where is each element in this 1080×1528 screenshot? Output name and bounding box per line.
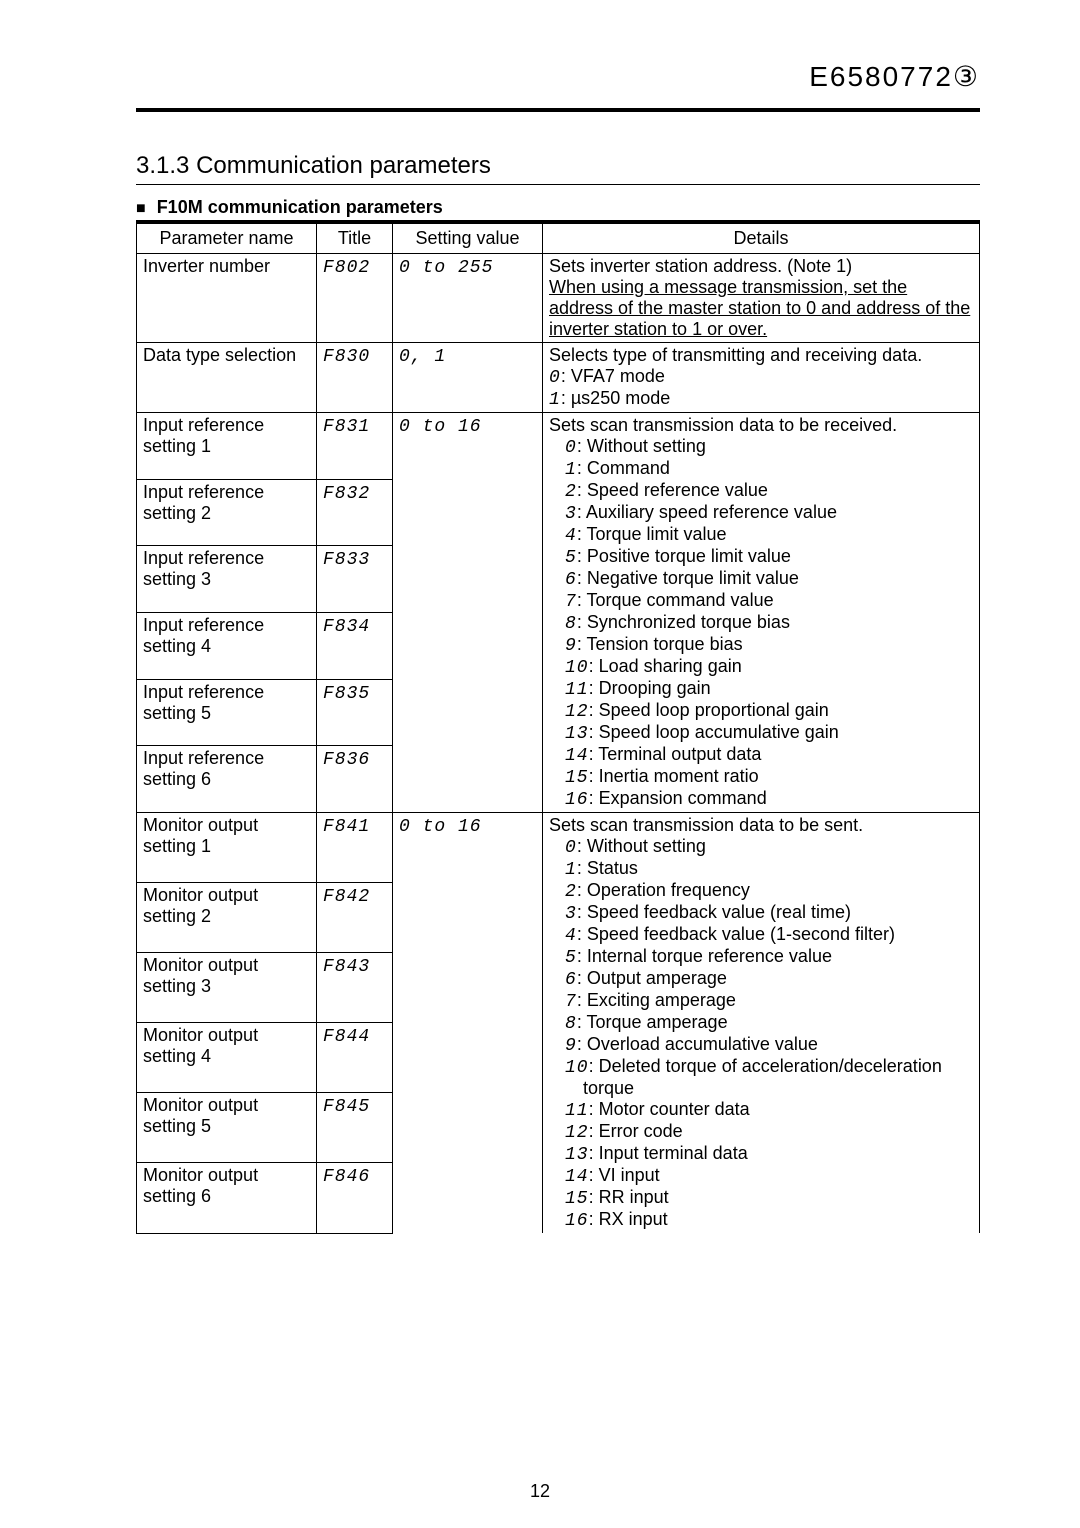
cell-title: F841 [317, 813, 393, 883]
detail-code-line: 6: Output amperage [549, 968, 973, 990]
col-parameter-name: Parameter name [137, 224, 317, 254]
section-number: 3.1.3 [136, 152, 189, 179]
col-setting-value: Setting value [393, 224, 543, 254]
cell-setting-value: 0 to 16 [393, 813, 543, 1234]
detail-code-line: 0: Without setting [549, 836, 973, 858]
cell-details: Sets scan transmission data to be sent.0… [543, 813, 980, 1234]
detail-text: When using a message transmission, set t… [549, 277, 973, 340]
table-header-row: Parameter name Title Setting value Detai… [137, 224, 980, 254]
cell-details: Sets scan transmission data to be receiv… [543, 413, 980, 813]
cell-details: Sets inverter station address. (Note 1)W… [543, 254, 980, 343]
detail-text: Sets inverter station address. (Note 1) [549, 256, 973, 277]
cell-parameter-name: Input reference setting 3 [137, 546, 317, 613]
cell-parameter-name: Input reference setting 1 [137, 413, 317, 480]
detail-code-line: 5: Positive torque limit value [549, 546, 973, 568]
detail-code-line: 11: Drooping gain [549, 678, 973, 700]
detail-text: Selects type of transmitting and receivi… [549, 345, 973, 366]
detail-code-line: 12: Error code [549, 1121, 973, 1143]
cell-parameter-name: Monitor output setting 4 [137, 1023, 317, 1093]
col-details: Details [543, 224, 980, 254]
detail-code-line: 9: Overload accumulative value [549, 1034, 973, 1056]
cell-parameter-name: Monitor output setting 3 [137, 953, 317, 1023]
detail-code-line: 0: VFA7 mode [549, 366, 973, 388]
cell-title: F836 [317, 746, 393, 813]
detail-code-line: 13: Input terminal data [549, 1143, 973, 1165]
cell-title: F843 [317, 953, 393, 1023]
col-title: Title [317, 224, 393, 254]
detail-code-line: 8: Synchronized torque bias [549, 612, 973, 634]
detail-code-line: 16: RX input [549, 1209, 973, 1231]
detail-code-line: 2: Speed reference value [549, 480, 973, 502]
cell-parameter-name: Monitor output setting 5 [137, 1093, 317, 1163]
parameters-table: Parameter name Title Setting value Detai… [136, 223, 980, 1234]
cell-title: F832 [317, 479, 393, 546]
detail-code-line: 8: Torque amperage [549, 1012, 973, 1034]
cell-parameter-name: Input reference setting 2 [137, 479, 317, 546]
subheading-text: F10M communication parameters [157, 197, 443, 217]
table-row: Data type selectionF8300, 1 Selects type … [137, 343, 980, 413]
detail-code-line: 1: Status [549, 858, 973, 880]
detail-code-line: 10: Load sharing gain [549, 656, 973, 678]
detail-code-line: 10: Deleted torque of acceleration/decel… [549, 1056, 973, 1099]
detail-code-line: 1: Command [549, 458, 973, 480]
table-row: Monitor output setting 1F8410 to 16Sets … [137, 813, 980, 883]
cell-title: F845 [317, 1093, 393, 1163]
detail-code-line: 11: Motor counter data [549, 1099, 973, 1121]
detail-code-line: 7: Exciting amperage [549, 990, 973, 1012]
detail-code-line: 6: Negative torque limit value [549, 568, 973, 590]
cell-parameter-name: Input reference setting 6 [137, 746, 317, 813]
cell-details: Selects type of transmitting and receivi… [543, 343, 980, 413]
page-number: 12 [0, 1481, 1080, 1502]
detail-code-line: 5: Internal torque reference value [549, 946, 973, 968]
square-bullet-icon: ■ [136, 200, 146, 217]
cell-title: F846 [317, 1163, 393, 1233]
cell-setting-value: 0, 1 [393, 343, 543, 413]
header-rule [136, 108, 980, 112]
cell-title: F835 [317, 679, 393, 746]
document-code: E6580772③ [809, 60, 980, 93]
section-title: Communication parameters [196, 152, 491, 179]
section-heading: 3.1.3 Communication parameters [136, 152, 980, 185]
detail-code-line: 13: Speed loop accumulative gain [549, 722, 973, 744]
cell-parameter-name: Monitor output setting 1 [137, 813, 317, 883]
cell-title: F802 [317, 254, 393, 343]
detail-code-line: 14: VI input [549, 1165, 973, 1187]
cell-title: F842 [317, 883, 393, 953]
detail-code-line: 4: Torque limit value [549, 524, 973, 546]
cell-parameter-name: Inverter number [137, 254, 317, 343]
cell-title: F834 [317, 612, 393, 679]
detail-code-line: 7: Torque command value [549, 590, 973, 612]
detail-code-line: 4: Speed feedback value (1-second filter… [549, 924, 973, 946]
cell-title: F831 [317, 413, 393, 480]
detail-code-line: 15: Inertia moment ratio [549, 766, 973, 788]
detail-text: Sets scan transmission data to be receiv… [549, 415, 973, 436]
detail-code-line: 1: µs250 mode [549, 388, 973, 410]
cell-parameter-name: Data type selection [137, 343, 317, 413]
cell-title: F844 [317, 1023, 393, 1093]
detail-code-line: 3: Auxiliary speed reference value [549, 502, 973, 524]
cell-parameter-name: Monitor output setting 6 [137, 1163, 317, 1233]
cell-title: F833 [317, 546, 393, 613]
subheading: ■ F10M communication parameters [136, 197, 980, 218]
cell-parameter-name: Monitor output setting 2 [137, 883, 317, 953]
detail-text: Sets scan transmission data to be sent. [549, 815, 973, 836]
cell-parameter-name: Input reference setting 4 [137, 612, 317, 679]
detail-code-line: 12: Speed loop proportional gain [549, 700, 973, 722]
table-row: Inverter numberF8020 to 255Sets inverter… [137, 254, 980, 343]
cell-parameter-name: Input reference setting 5 [137, 679, 317, 746]
detail-code-line: 0: Without setting [549, 436, 973, 458]
detail-code-line: 3: Speed feedback value (real time) [549, 902, 973, 924]
detail-code-line: 16: Expansion command [549, 788, 973, 810]
detail-code-line: 2: Operation frequency [549, 880, 973, 902]
cell-setting-value: 0 to 255 [393, 254, 543, 343]
detail-code-line: 9: Tension torque bias [549, 634, 973, 656]
table-row: Input reference setting 1F8310 to 16Sets… [137, 413, 980, 480]
cell-title: F830 [317, 343, 393, 413]
cell-setting-value: 0 to 16 [393, 413, 543, 813]
detail-code-line: 15: RR input [549, 1187, 973, 1209]
detail-code-line: 14: Terminal output data [549, 744, 973, 766]
